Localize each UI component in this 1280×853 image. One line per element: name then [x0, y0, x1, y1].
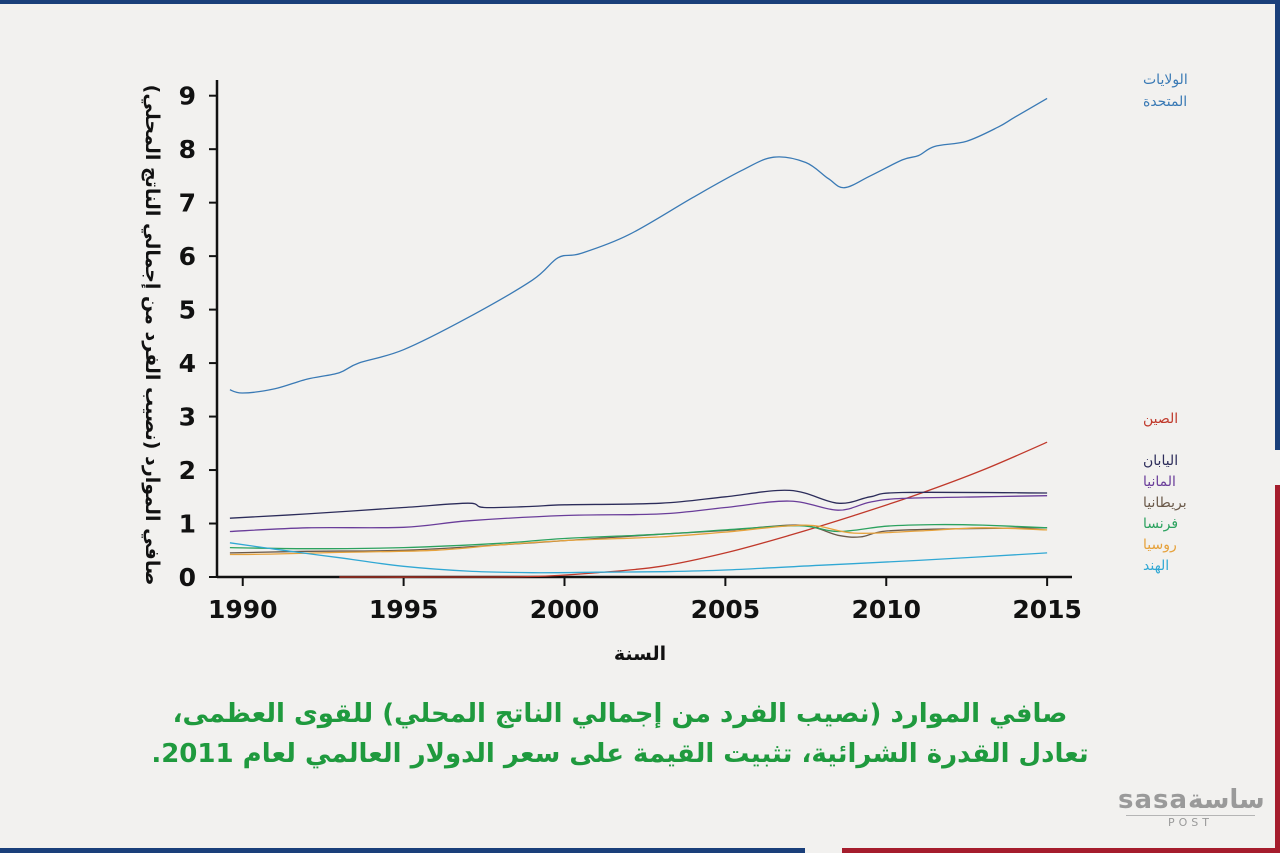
frame-bottom-border-blue: [0, 848, 805, 853]
x-tick-label: 2015: [1012, 595, 1082, 624]
series-label-0: المتحدة: [1143, 94, 1187, 110]
series-label-7: الهند: [1143, 558, 1169, 574]
series-label-6: روسيا: [1143, 537, 1177, 553]
x-tick-label: 1995: [369, 595, 439, 624]
y-tick-label: 0: [179, 563, 196, 592]
series-line-2: [229, 489, 1048, 519]
frame-right-border-red: [1275, 485, 1280, 853]
frame-right-border-blue: [1275, 0, 1280, 450]
y-tick-label: 5: [179, 296, 196, 325]
series-line-1: [339, 441, 1048, 578]
y-tick-label: 1: [179, 510, 196, 539]
series-label-3: المانيا: [1143, 474, 1176, 490]
series-label-5: فرنسا: [1143, 516, 1178, 532]
y-tick-label: 6: [179, 242, 196, 271]
y-tick-label: 3: [179, 403, 196, 432]
x-tick-label: 1990: [208, 595, 278, 624]
x-axis-label: السنة: [614, 643, 666, 665]
y-tick-label: 9: [179, 82, 196, 111]
series-line-5: [229, 523, 1048, 550]
series-label-1: الصين: [1143, 411, 1178, 427]
y-tick-label: 7: [179, 189, 196, 218]
logo-wordmark: sasaساسة: [1118, 785, 1265, 815]
x-tick-label: 2010: [851, 595, 921, 624]
caption-line-1: صافي الموارد (نصيب الفرد من إجمالي النات…: [172, 699, 1068, 729]
x-tick-label: 2000: [530, 595, 600, 624]
logo-subtitle: POST: [1126, 815, 1255, 829]
series-line-0: [229, 97, 1048, 394]
y-tick-label: 8: [179, 135, 196, 164]
series-label-2: اليابان: [1143, 453, 1178, 469]
series-label-0: الولايات: [1143, 72, 1188, 88]
x-tick-label: 2005: [691, 595, 761, 624]
frame-bottom-border-red: [842, 848, 1280, 853]
series-line-6: [229, 524, 1048, 556]
y-tick-label: 2: [179, 456, 196, 485]
series-line-7: [229, 542, 1048, 574]
frame-top-border: [0, 0, 1280, 4]
sasa-post-logo: sasaساسة POST: [1118, 785, 1265, 829]
y-axis-label: صافي الموارد (نصيب الفرد من إجمالي النات…: [141, 85, 163, 586]
line-chart: 0 1 2 3 4 5 6 7 8 9 1990 1995 2000 2005 2010 2015 السنة ص…: [141, 72, 1188, 665]
series-line-3: [229, 495, 1048, 533]
y-tick-label: 4: [179, 349, 196, 378]
caption-line-2: تعادل القدرة الشرائية، تثبيت القيمة على …: [151, 739, 1089, 769]
series-label-4: بريطانيا: [1143, 495, 1187, 511]
